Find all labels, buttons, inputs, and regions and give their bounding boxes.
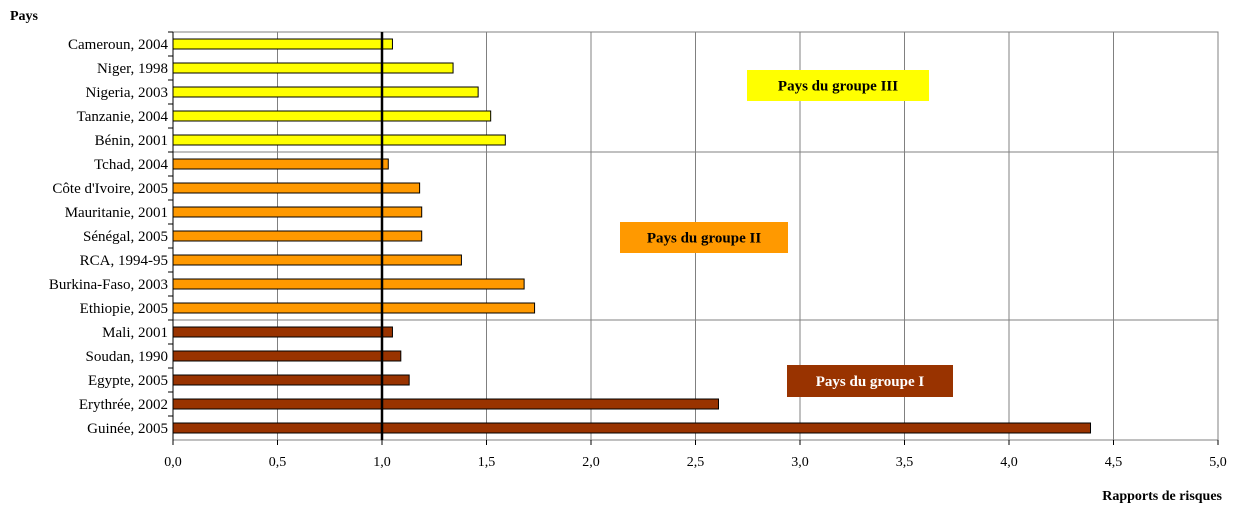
x-tick-label: 0,0	[164, 455, 182, 470]
bar	[172, 254, 462, 266]
category-label: Burkina-Faso, 2003	[49, 277, 168, 293]
group-label: Pays du groupe III	[778, 79, 898, 95]
bars-layer	[172, 32, 1092, 440]
x-tick-label: 2,0	[582, 455, 600, 470]
x-tick-label: 4,5	[1105, 455, 1123, 470]
bar	[172, 38, 393, 50]
category-label: Erythrée, 2002	[79, 397, 168, 413]
bar	[172, 350, 402, 362]
bar	[172, 230, 423, 242]
x-tick-label: 5,0	[1209, 455, 1227, 470]
category-label: Tanzanie, 2004	[77, 109, 169, 125]
category-label: Côte d'Ivoire, 2005	[52, 181, 168, 197]
bar	[172, 326, 393, 338]
category-label: Sénégal, 2005	[83, 229, 168, 245]
group-label-box	[747, 70, 929, 101]
bar	[172, 374, 410, 386]
x-tick-label: 1,5	[478, 455, 496, 470]
category-label: Egypte, 2005	[88, 373, 168, 389]
x-axis-title: Rapports de risques	[1102, 489, 1222, 504]
category-label: Cameroun, 2004	[68, 37, 168, 53]
x-tick-label: 4,0	[1000, 455, 1018, 470]
group-boxes: Pays du groupe III Pays du groupe II Pays …	[620, 70, 953, 397]
x-tick-label: 2,5	[687, 455, 705, 470]
bar	[172, 86, 479, 98]
category-label: Mauritanie, 2001	[65, 205, 168, 221]
category-label: Mali, 2001	[102, 325, 168, 341]
category-label: Ethiopie, 2005	[80, 301, 168, 317]
bar	[172, 158, 389, 170]
x-tick-label: 0,5	[269, 455, 287, 470]
bar	[172, 278, 525, 290]
group-label: Pays du groupe II	[647, 231, 762, 247]
category-label: Guinée, 2005	[87, 421, 168, 437]
bar	[172, 302, 536, 314]
bar	[172, 182, 421, 194]
bar	[172, 422, 1092, 434]
y-axis-title: Pays	[10, 9, 39, 24]
category-label: Niger, 1998	[97, 61, 168, 77]
bar	[172, 398, 719, 410]
category-label: RCA, 1994-95	[80, 253, 168, 269]
group-label: Pays du groupe I	[816, 374, 925, 390]
category-label: Bénin, 2001	[95, 133, 168, 149]
group-label-box	[620, 222, 788, 253]
category-label: Tchad, 2004	[94, 157, 168, 173]
bar	[172, 134, 506, 146]
labels-layer: 0,0 0,5 1,0 1,5 2,0 2,5 3,0 3,5 4,0 4,5 5,0 Camerou…	[49, 37, 1227, 470]
group-label-box	[787, 365, 953, 397]
x-tick-label: 1,0	[373, 455, 391, 470]
bar	[172, 62, 454, 74]
x-tick-label: 3,5	[896, 455, 914, 470]
bar	[172, 110, 492, 122]
bar	[172, 206, 423, 218]
x-tick-label: 3,0	[791, 455, 809, 470]
category-label: Nigeria, 2003	[86, 85, 168, 101]
category-label: Soudan, 1990	[86, 349, 169, 365]
